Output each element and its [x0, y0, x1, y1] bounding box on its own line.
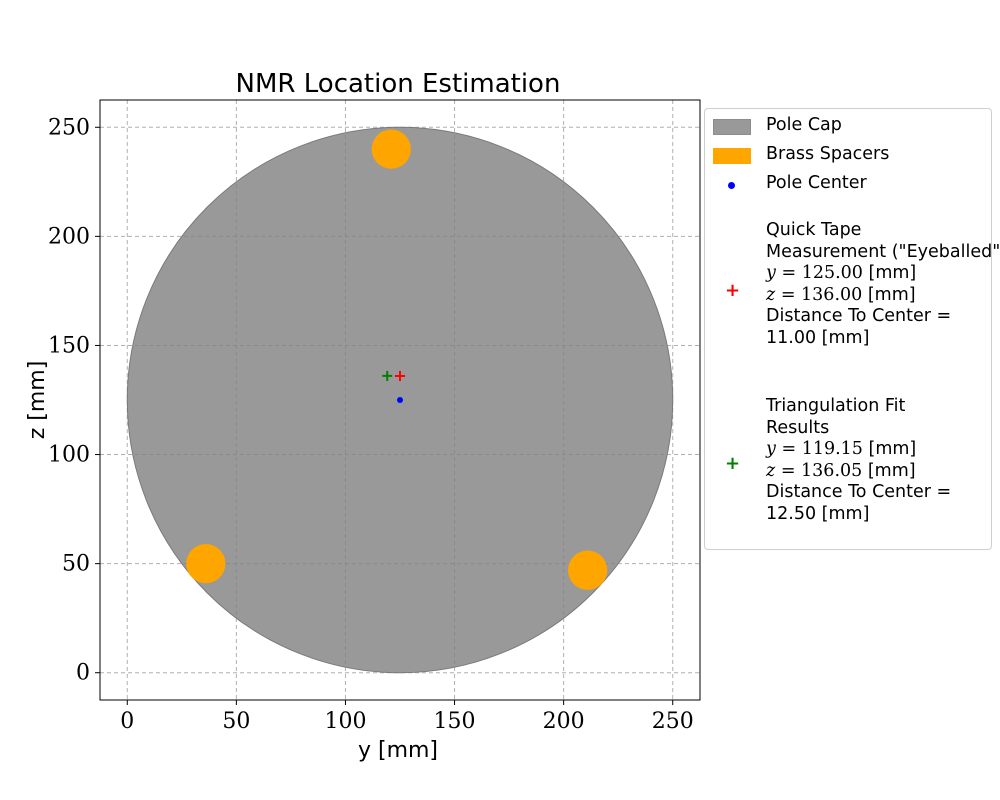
- brass-spacers-swatch: [713, 148, 751, 164]
- pole-center-label: Pole Center: [766, 173, 867, 193]
- x-tick-label: 150: [434, 709, 476, 734]
- triangulation-z-unit: [mm]: [867, 460, 916, 481]
- data-marks: [126, 126, 674, 674]
- triangulation-y-value: = 119.15: [781, 439, 863, 459]
- triangulation-distance-label: Distance To Center =: [766, 482, 952, 502]
- brass-spacer-circle: [371, 129, 411, 169]
- x-tick-label: 0: [120, 709, 134, 734]
- triangulation-y-label: y: [766, 439, 776, 459]
- quick-tape-z: z = 136.00 [mm]: [766, 285, 1000, 307]
- triangulation-point: [382, 370, 393, 381]
- y-tick-label: 150: [48, 333, 90, 358]
- quick-tape-text: Quick Tape Measurement ("Eyeballed") y =…: [766, 220, 1000, 349]
- triangulation-distance-value: 12.50 [mm]: [766, 503, 870, 524]
- triangulation-line1: Triangulation Fit: [766, 396, 906, 416]
- triangulation-marker: +: [725, 453, 741, 474]
- pole-cap-swatch: [713, 119, 751, 135]
- pole-center-point: [397, 397, 403, 403]
- triangulation-z: z = 136.05 [mm]: [766, 461, 951, 483]
- y-tick-label: 50: [62, 552, 90, 577]
- y-tick-label: 100: [48, 443, 90, 468]
- brass-spacer-circle: [186, 544, 226, 584]
- brass-spacers-label: Brass Spacers: [766, 144, 890, 164]
- x-tick-label: 200: [543, 709, 585, 734]
- triangulation-y-unit: [mm]: [868, 439, 917, 459]
- y-tick-label: 250: [48, 115, 90, 140]
- quick-tape-z-value: = 136.00: [780, 284, 863, 305]
- quick-tape-marker: +: [725, 280, 741, 301]
- brass-spacer-circle: [568, 550, 608, 590]
- y-tick-label: 0: [76, 661, 90, 686]
- y-axis-label: z [mm]: [25, 361, 50, 440]
- plot-frame: [99, 99, 701, 701]
- triangulation-y: y = 119.15 [mm]: [766, 439, 951, 461]
- quick-tape-point: [395, 371, 405, 381]
- legend: Pole Cap Brass Spacers Pole Center + Qui…: [704, 108, 1000, 550]
- quick-tape-distance-value: 11.00 [mm]: [766, 327, 870, 348]
- quick-tape-y-label: y: [766, 263, 776, 283]
- x-tick-label: 250: [652, 709, 694, 734]
- pole-cap-label: Pole Cap: [766, 115, 842, 135]
- pole-center-marker: [728, 182, 735, 189]
- quick-tape-line2: Measurement ("Eyeballed"): [766, 241, 1000, 262]
- quick-tape-y-unit: [mm]: [868, 263, 917, 283]
- quick-tape-line1: Quick Tape: [766, 220, 862, 240]
- triangulation-z-label: z: [766, 460, 776, 481]
- quick-tape-z-unit: [mm]: [867, 284, 916, 305]
- quick-tape-y: y = 125.00 [mm]: [766, 263, 1000, 285]
- triangulation-z-value: = 136.05: [780, 460, 863, 481]
- triangulation-text: Triangulation Fit Results y = 119.15 [mm…: [766, 396, 951, 525]
- y-tick-label: 200: [48, 224, 90, 249]
- x-axis-label: y [mm]: [358, 738, 438, 763]
- x-tick-label: 50: [222, 709, 250, 734]
- quick-tape-distance-label: Distance To Center =: [766, 306, 952, 326]
- chart-title: NMR Location Estimation: [236, 69, 561, 99]
- x-tick-label: 100: [324, 709, 366, 734]
- quick-tape-y-value: = 125.00: [781, 263, 863, 283]
- triangulation-line2: Results: [766, 417, 830, 438]
- axis-ticks: 0 50 100 150 200 250 0 50 100 150 200 250: [48, 115, 694, 734]
- quick-tape-z-label: z: [766, 284, 776, 305]
